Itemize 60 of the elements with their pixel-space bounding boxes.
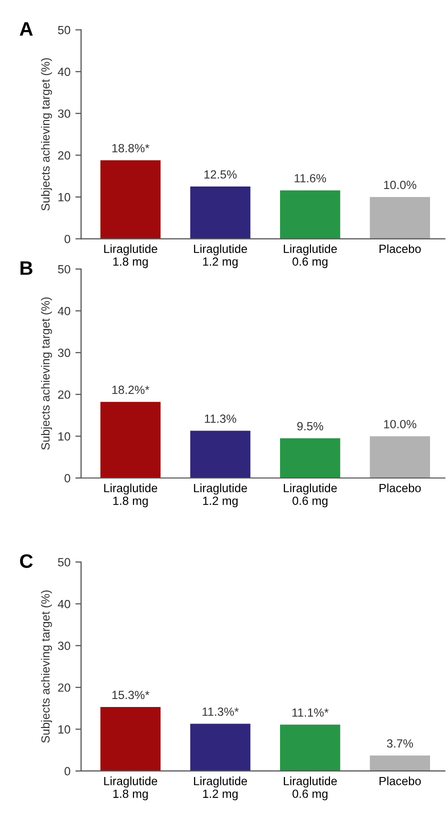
y-tick-label: 40	[58, 600, 70, 608]
bar	[280, 438, 340, 478]
data-label: 11.3%	[204, 414, 236, 423]
bar	[280, 190, 340, 239]
y-tick-label: 30	[58, 642, 70, 650]
bar	[100, 160, 161, 239]
bar	[370, 197, 430, 239]
data-label: 10.0%	[384, 180, 416, 190]
data-label: 11.3%*	[202, 708, 239, 716]
x-tick-label: Liraglutide 1.2 mg	[194, 244, 248, 268]
chart-title: B	[20, 261, 32, 275]
x-tick-label: Placebo	[380, 776, 421, 786]
y-tick-label: 50	[58, 26, 70, 34]
bar	[100, 707, 161, 771]
data-label: 12.5%	[204, 170, 237, 179]
bar	[190, 430, 250, 478]
y-tick-label: 10	[58, 725, 70, 734]
y-tick-label: 10	[58, 193, 70, 202]
y-tick-label: 0	[64, 767, 70, 776]
y-axis-title: Subjects achieving target (%)	[40, 58, 52, 211]
x-tick-label: Liraglutide 1.8 mg	[104, 776, 158, 800]
y-tick-label: 40	[58, 68, 70, 76]
data-label: 15.3%*	[112, 690, 150, 700]
bar	[190, 724, 250, 771]
y-tick-label: 10	[58, 432, 70, 441]
bar	[100, 402, 161, 478]
y-tick-label: 50	[58, 265, 70, 274]
y-tick-label: 30	[58, 109, 70, 118]
y-axis-title: Subjects achieving target (%)	[40, 590, 52, 743]
y-axis-title: Subjects achieving target (%)	[40, 297, 52, 450]
x-tick-label: Liraglutide 1.2 mg	[194, 776, 248, 800]
x-tick-label: Liraglutide 1.8 mg	[104, 244, 158, 268]
y-tick-label: 0	[64, 474, 70, 482]
bar	[190, 186, 250, 239]
x-tick-label: Liraglutide 0.6 mg	[284, 776, 337, 800]
x-tick-label: Liraglutide 0.6 mg	[284, 244, 337, 268]
data-label: 3.7%	[386, 739, 413, 748]
y-tick-label: 0	[64, 234, 70, 244]
data-label: 18.2%*	[112, 386, 150, 394]
bar	[280, 724, 340, 771]
y-tick-label: 20	[58, 683, 70, 692]
y-tick-label: 20	[58, 151, 70, 160]
data-label: 18.8%*	[112, 144, 150, 152]
data-label: 11.1%*	[292, 708, 329, 717]
chart-title: C	[20, 554, 33, 568]
chart-title: A	[20, 22, 33, 36]
x-tick-label: Placebo	[380, 244, 421, 254]
data-label: 10.0%	[384, 420, 416, 428]
y-tick-label: 30	[58, 348, 70, 358]
data-label: 9.5%	[297, 422, 324, 430]
y-tick-label: 50	[58, 558, 70, 566]
data-label: 11.6%	[294, 174, 326, 182]
y-tick-label: 20	[58, 390, 70, 399]
bar	[370, 756, 430, 771]
x-tick-label: Liraglutide 1.8 mg	[104, 484, 158, 508]
x-tick-label: Liraglutide 1.2 mg	[194, 484, 248, 508]
y-tick-label: 40	[58, 306, 70, 316]
bar	[370, 436, 430, 478]
x-tick-label: Liraglutide 0.6 mg	[284, 484, 337, 508]
x-tick-label: Placebo	[380, 484, 421, 492]
